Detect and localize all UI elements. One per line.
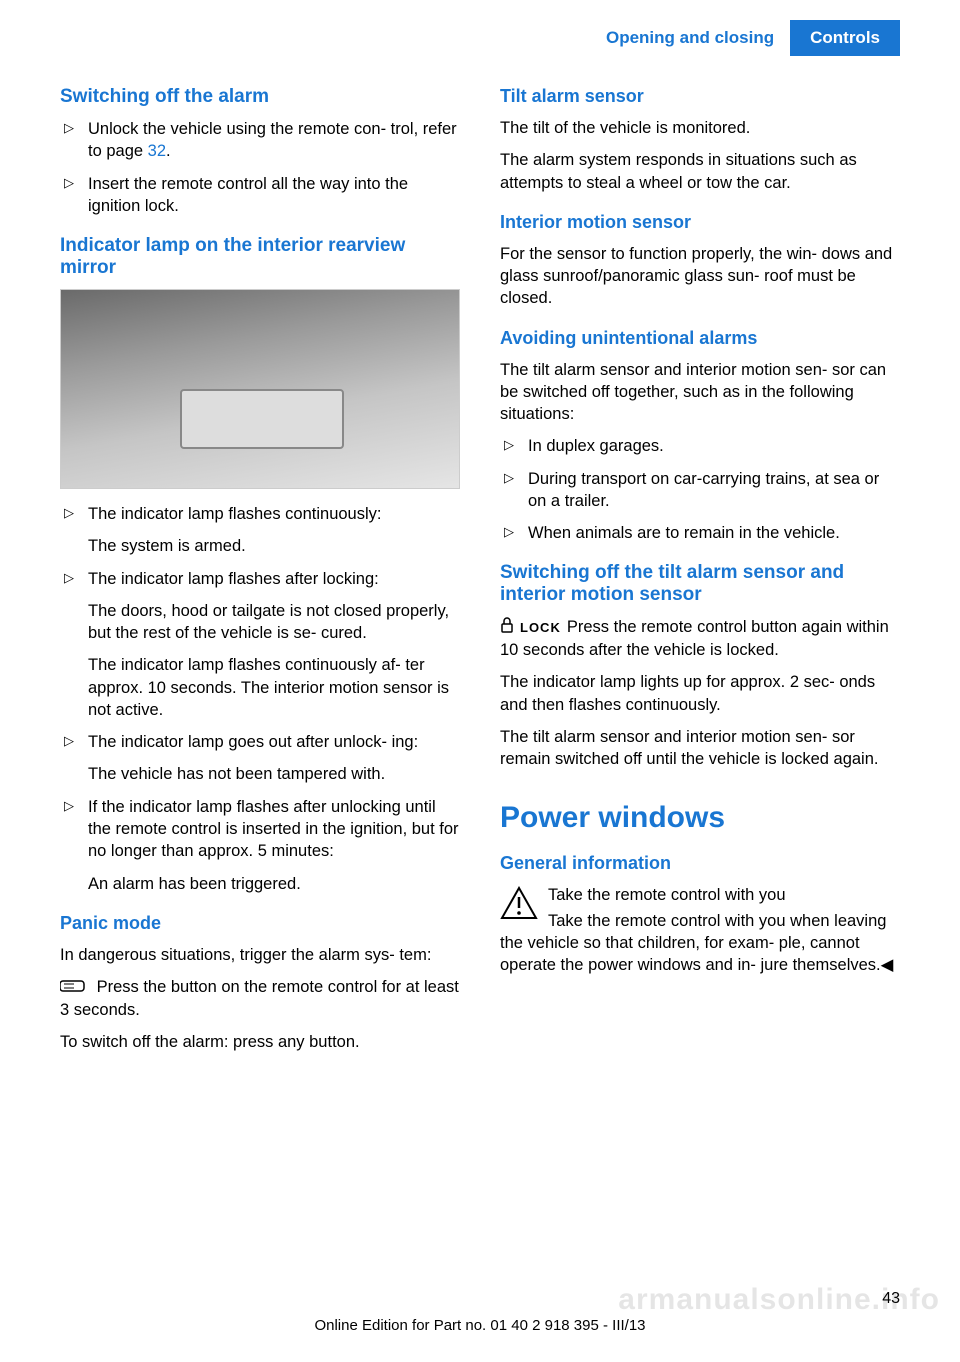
list-item: The indicator lamp goes out after unlock… [60, 731, 460, 753]
text: . [166, 142, 171, 160]
heading-interior-motion: Interior motion sensor [500, 212, 900, 233]
header-section-label: Opening and closing [590, 20, 790, 56]
list-item: Unlock the vehicle using the remote con‐… [60, 118, 460, 163]
content-columns: Switching off the alarm Unlock the vehic… [60, 86, 900, 1063]
text: The vehicle has not been tampered with. [60, 763, 460, 785]
list-item: Insert the remote control all the way in… [60, 173, 460, 218]
warning-block: Take the remote control with you Take th… [500, 884, 900, 987]
text: In dangerous situations, trigger the ala… [60, 944, 460, 966]
list-item: In duplex garages. [500, 435, 900, 457]
list-item: If the indicator lamp flashes after unlo… [60, 796, 460, 863]
heading-switching-off-alarm: Switching off the alarm [60, 86, 460, 108]
warning-title: Take the remote control with you [500, 884, 900, 906]
switching-off-list: Unlock the vehicle using the remote con‐… [60, 118, 460, 217]
text: The indicator lamp lights up for approx.… [500, 671, 900, 716]
text: Unlock the vehicle using the remote con‐… [88, 120, 457, 160]
heading-switching-off-tilt: Switching off the tilt alarm sensor and … [500, 562, 900, 606]
text: The system is armed. [60, 535, 460, 557]
indicator-list: If the indicator lamp flashes after unlo… [60, 796, 460, 863]
page-container: Opening and closing Controls Switching o… [0, 0, 960, 1362]
warning-body: Take the remote control with you when le… [500, 910, 900, 977]
page-header: Opening and closing Controls [60, 20, 900, 56]
list-item: The indicator lamp flashes after locking… [60, 568, 460, 590]
indicator-list: The indicator lamp goes out after unlock… [60, 731, 460, 753]
lock-icon [500, 617, 514, 639]
text: LOCKPress the remote control button agai… [500, 616, 900, 661]
heading-power-windows: Power windows [500, 801, 900, 835]
rearview-mirror-image [60, 289, 460, 489]
text: An alarm has been triggered. [60, 873, 460, 895]
footer-edition: Online Edition for Part no. 01 40 2 918 … [0, 1317, 960, 1334]
remote-button-icon [60, 977, 86, 999]
text: The tilt of the vehicle is monitored. [500, 117, 900, 139]
text: The alarm system responds in situations … [500, 149, 900, 194]
text: For the sensor to function properly, the… [500, 243, 900, 310]
heading-avoiding: Avoiding unintentional alarms [500, 328, 900, 349]
lock-label: LOCK [520, 619, 561, 637]
heading-panic-mode: Panic mode [60, 913, 460, 934]
list-item: During transport on car-carrying trains,… [500, 468, 900, 513]
indicator-list: The indicator lamp flashes after locking… [60, 568, 460, 590]
page-number: 43 [882, 1290, 900, 1308]
list-item: When animals are to remain in the vehicl… [500, 522, 900, 544]
header-chapter-label: Controls [790, 20, 900, 56]
left-column: Switching off the alarm Unlock the vehic… [60, 86, 460, 1063]
text: The indicator lamp flashes continuously … [60, 654, 460, 721]
text: Press the button on the remote control f… [60, 976, 460, 1021]
text: The tilt alarm sensor and interior motio… [500, 359, 900, 426]
text: To switch off the alarm: press any butto… [60, 1031, 460, 1053]
warning-icon [500, 886, 538, 925]
avoiding-list: In duplex garages. During transport on c… [500, 435, 900, 544]
text: Press the button on the remote control f… [60, 978, 459, 1019]
list-item: The indicator lamp flashes continuously: [60, 503, 460, 525]
heading-general-info: General information [500, 853, 900, 874]
heading-tilt-alarm: Tilt alarm sensor [500, 86, 900, 107]
right-column: Tilt alarm sensor The tilt of the vehicl… [500, 86, 900, 1063]
text: The tilt alarm sensor and interior motio… [500, 726, 900, 771]
heading-indicator-lamp: Indicator lamp on the interior rearview … [60, 235, 460, 279]
indicator-list: The indicator lamp flashes continuously: [60, 503, 460, 525]
page-link[interactable]: 32 [148, 142, 166, 160]
text: The doors, hood or tailgate is not close… [60, 600, 460, 645]
